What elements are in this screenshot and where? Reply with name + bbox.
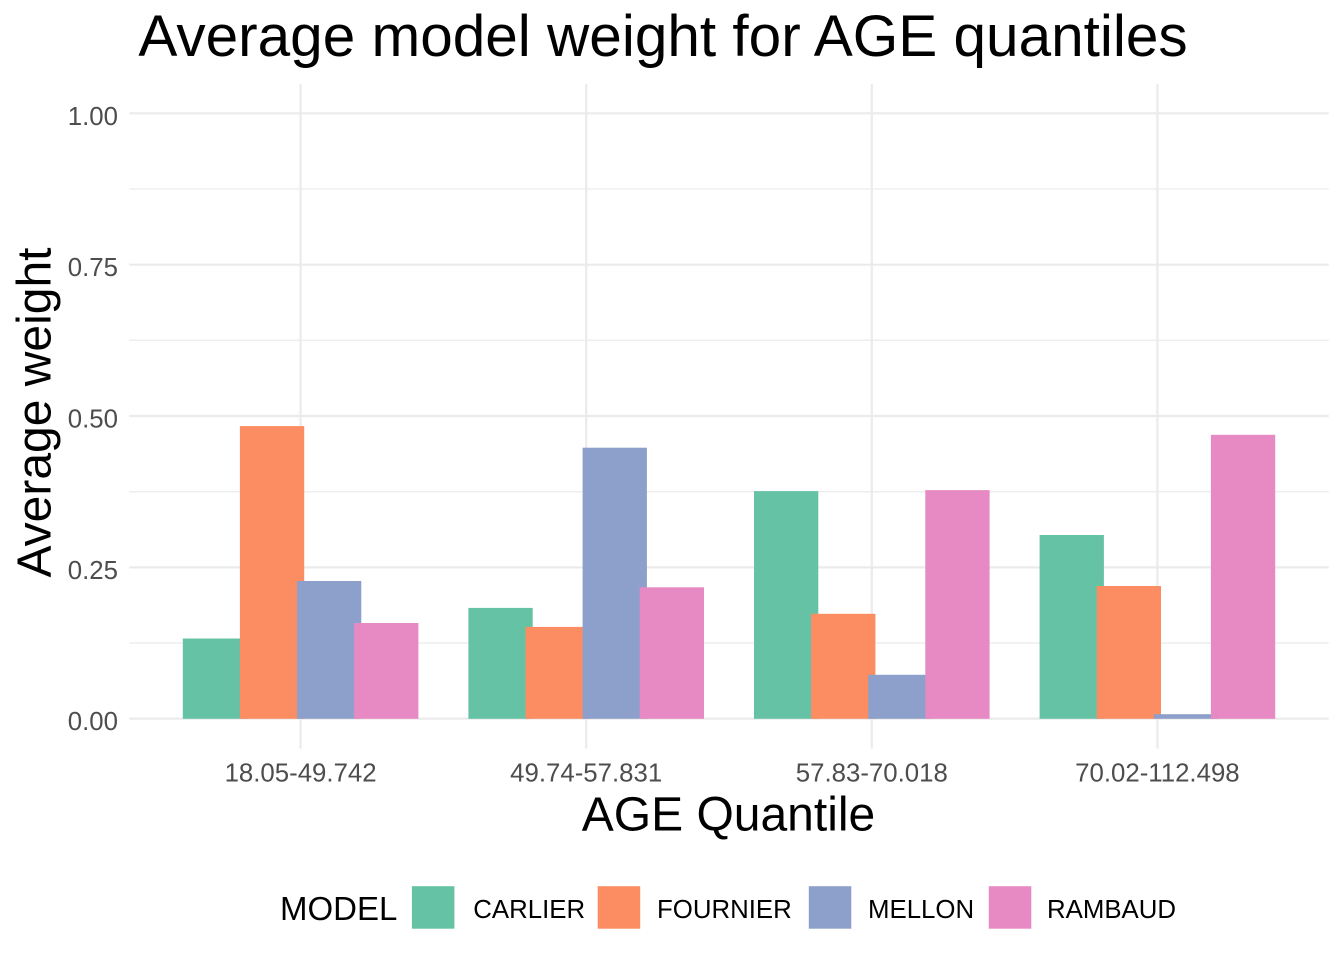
- svg-text:0.50: 0.50: [68, 406, 118, 434]
- svg-text:MELLON: MELLON: [868, 896, 974, 924]
- svg-text:AGE Quantile: AGE Quantile: [582, 789, 875, 842]
- svg-text:18.05-49.742: 18.05-49.742: [225, 760, 377, 788]
- svg-text:FOURNIER: FOURNIER: [657, 896, 792, 924]
- svg-text:Average model weight for AGE q: Average model weight for AGE quantiles: [138, 4, 1187, 69]
- svg-text:RAMBAUD: RAMBAUD: [1047, 896, 1176, 924]
- svg-text:57.83-70.018: 57.83-70.018: [796, 760, 948, 788]
- svg-text:CARLIER: CARLIER: [473, 896, 585, 924]
- svg-text:49.74-57.831: 49.74-57.831: [510, 760, 662, 788]
- svg-text:0.75: 0.75: [68, 254, 118, 282]
- svg-text:1.00: 1.00: [68, 103, 118, 131]
- svg-text:0.25: 0.25: [68, 557, 118, 585]
- svg-text:0.00: 0.00: [68, 708, 118, 736]
- svg-text:MODEL: MODEL: [280, 890, 397, 927]
- svg-text:70.02-112.498: 70.02-112.498: [1075, 760, 1239, 788]
- svg-text:Average weight: Average weight: [9, 248, 62, 578]
